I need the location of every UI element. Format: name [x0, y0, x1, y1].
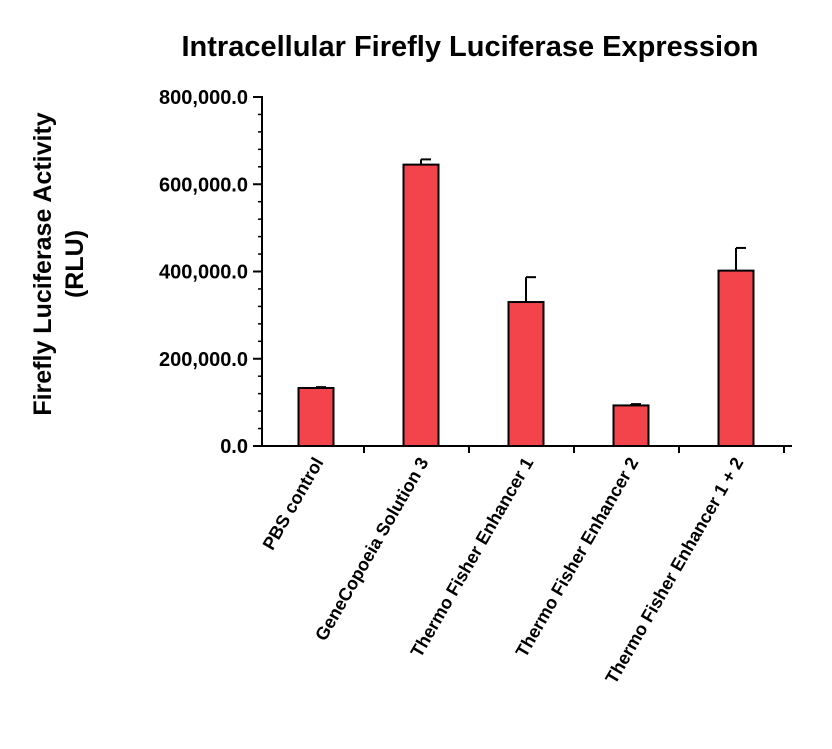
bar: [297, 386, 335, 448]
bar: [507, 301, 545, 447]
bar: [717, 269, 755, 447]
x-category-label: GeneCopoeia Solution 3: [311, 454, 432, 644]
x-category-label: Thermo Fisher Enhancer 2: [512, 454, 643, 661]
bar: [612, 404, 650, 447]
y-tick-label: 400,000.0: [159, 262, 248, 284]
y-tick-label: 800,000.0: [159, 87, 248, 109]
y-axis-title-line1: Firefly Luciferase Activity: [29, 112, 57, 415]
x-category-label: PBS control: [259, 454, 328, 553]
chart-title: Intracellular Firefly Luciferase Express…: [181, 31, 758, 63]
y-tick-label: 200,000.0: [159, 349, 248, 371]
plot-area: 0.0 200,000.0 400,000.0 600,000.0 800,000.0 P…: [159, 87, 792, 687]
y-tick-label: 0.0: [220, 436, 248, 458]
y-axis-title-line2: (RLU): [61, 230, 89, 298]
x-category-label: Thermo Fisher Enhancer 1: [407, 454, 538, 661]
bar: [402, 163, 440, 447]
y-tick-label: 600,000.0: [159, 174, 248, 196]
